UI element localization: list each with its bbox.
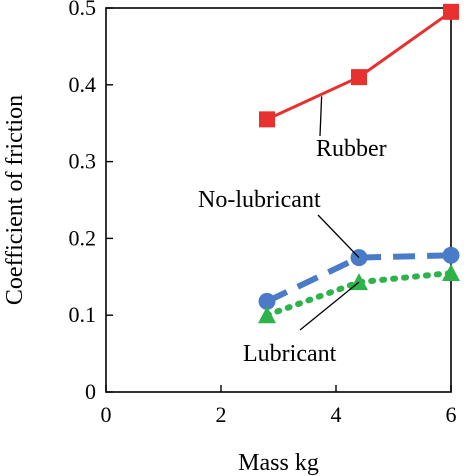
- y-tick-label: 0: [85, 379, 96, 404]
- data-point-square: [259, 111, 275, 128]
- y-tick-label: 0.2: [69, 225, 97, 250]
- y-tick-label: 0.1: [69, 302, 97, 327]
- data-point-circle: [442, 246, 460, 264]
- x-tick-label: 0: [101, 402, 112, 427]
- data-point-triangle: [442, 263, 460, 281]
- series-line-rubber: [266, 10, 452, 121]
- x-tick-label: 2: [216, 402, 227, 427]
- series-layer: [258, 3, 460, 324]
- y-tick-label: 0.3: [69, 149, 97, 174]
- plot-frame: [105, 7, 452, 393]
- data-point-circle: [258, 292, 276, 310]
- data-point-triangle: [258, 306, 276, 324]
- x-tick-label: 4: [331, 402, 342, 427]
- data-point-square: [443, 3, 459, 20]
- y-axis-title: Coefficient of friction: [2, 95, 28, 305]
- annotation-label: No-lubricant: [198, 187, 321, 213]
- annotation-label: Rubber: [316, 136, 387, 162]
- data-point-square: [351, 69, 367, 86]
- annotation-leader-line: [317, 214, 360, 259]
- annotation-layer: Rubber No-lubricant Lubricant: [198, 96, 387, 367]
- y-tick-label: 0.5: [69, 0, 97, 20]
- annotation-label: Lubricant: [243, 341, 337, 367]
- axes-layer: 0 0.1 0.2 0.3 0.4 0.5 0 2 4 6 Mass kg Coefficient o…: [2, 0, 457, 476]
- x-axis-title: Mass kg: [238, 450, 319, 476]
- y-tick-label: 0.4: [69, 72, 97, 97]
- x-tick-label: 6: [446, 402, 457, 427]
- annotation-leader-line: [319, 96, 323, 137]
- annotation-leader-line: [299, 281, 360, 331]
